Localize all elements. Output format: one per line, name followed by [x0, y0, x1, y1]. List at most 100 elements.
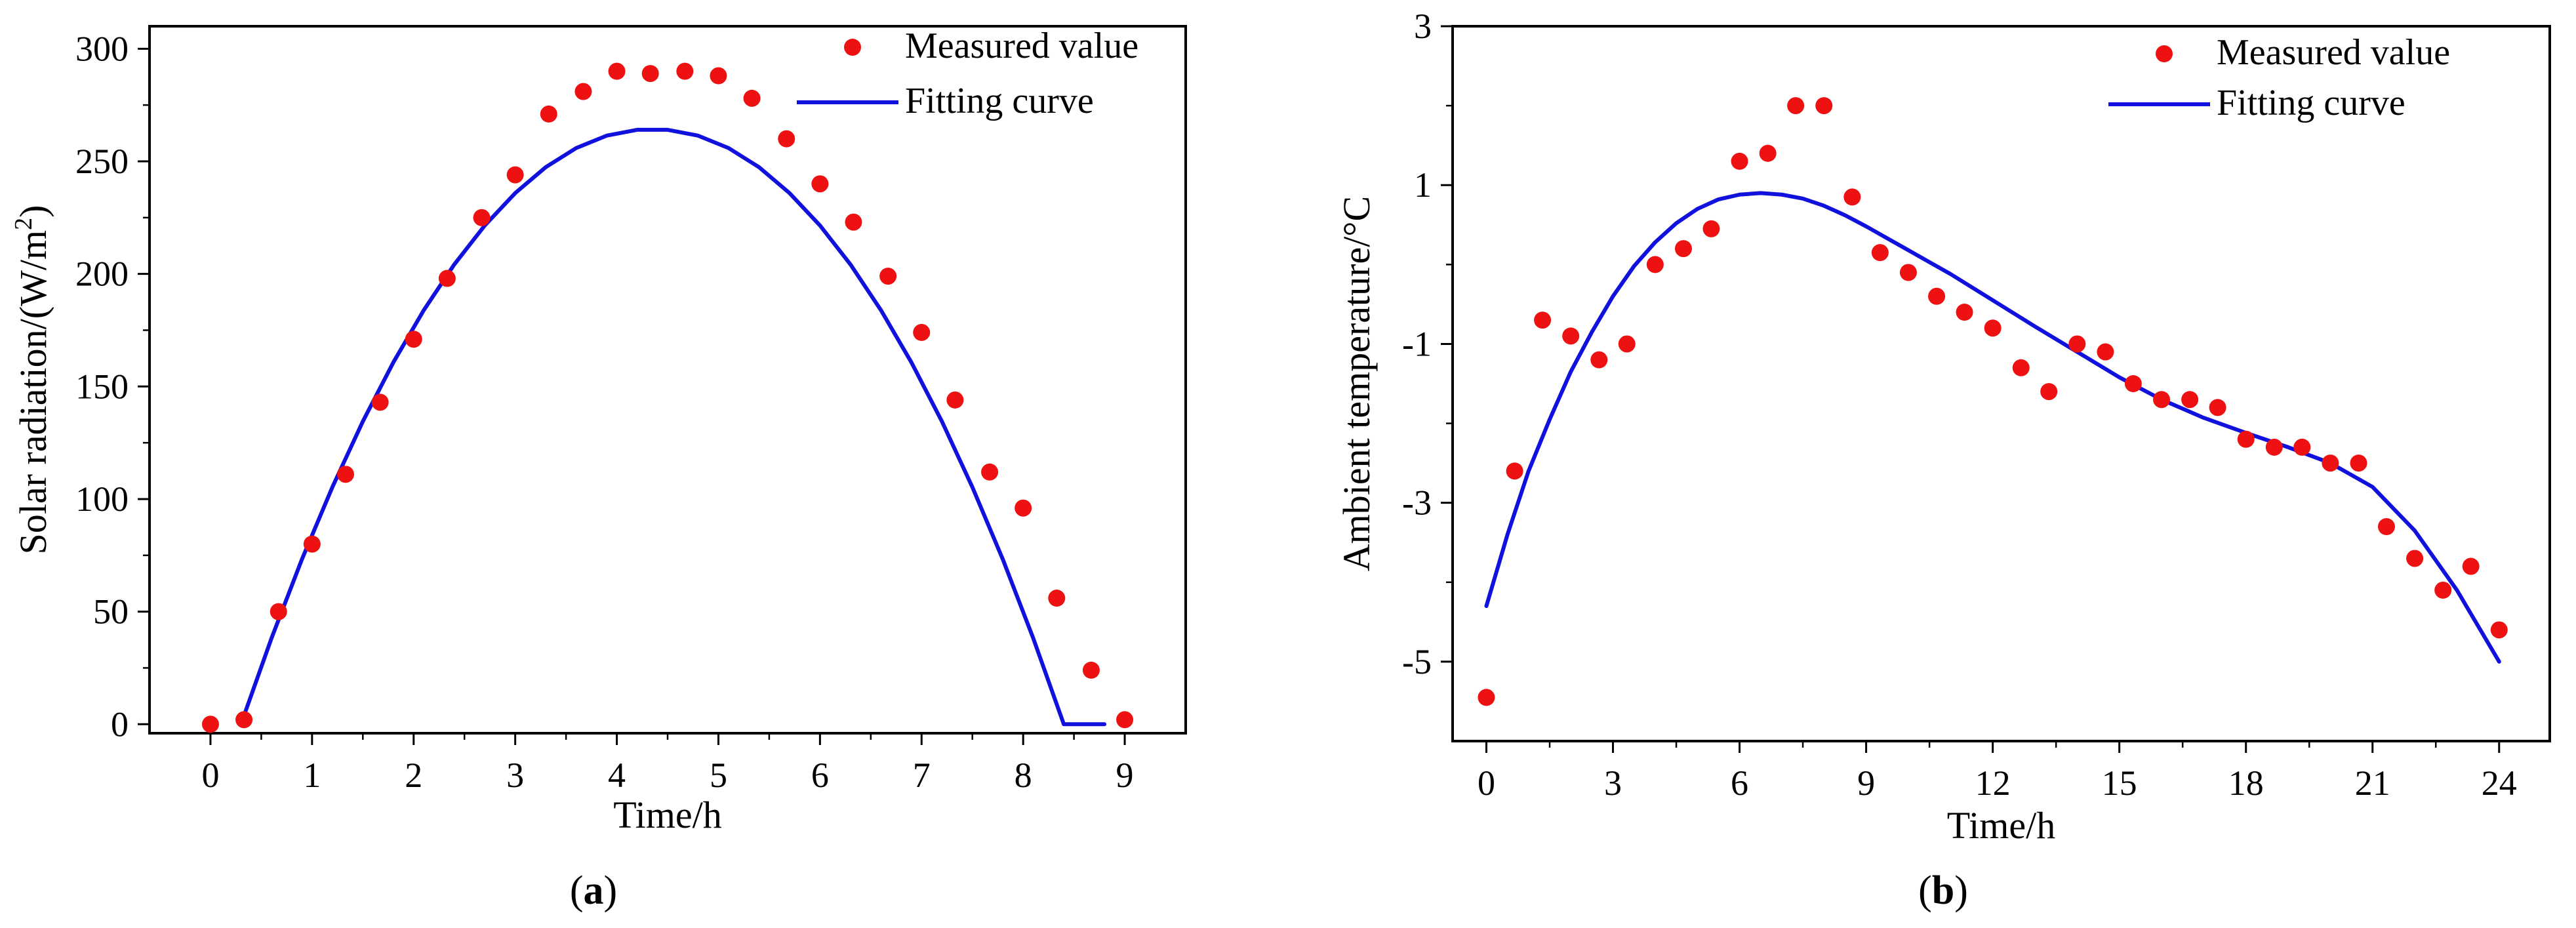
measured-point — [2406, 550, 2424, 567]
measured-point — [1815, 97, 1833, 115]
measured-point — [2322, 454, 2339, 472]
measured-point — [1646, 256, 1664, 273]
measured-point — [270, 603, 287, 620]
x-tick-label: 9 — [1857, 763, 1875, 803]
x-tick-label: 12 — [1975, 763, 2011, 803]
measured-point — [710, 67, 727, 85]
measured-point — [1674, 240, 1692, 258]
x-tick-label: 24 — [2482, 763, 2517, 803]
x-tick-label: 7 — [913, 756, 931, 795]
measured-point — [2265, 438, 2283, 456]
measured-point — [1478, 689, 1495, 706]
fitting-curve-line — [1484, 191, 2501, 664]
measured-point — [608, 62, 626, 80]
measured-point — [811, 175, 829, 193]
y-tick-label: -5 — [1402, 642, 1432, 681]
y-tick-label: 0 — [111, 704, 129, 744]
measured-point — [2209, 399, 2226, 416]
measured-point — [540, 105, 557, 123]
measured-point — [2012, 359, 2030, 376]
panel-label-close: ) — [604, 868, 618, 913]
measured-point — [1984, 319, 2002, 337]
x-axis-label: Time/h — [613, 794, 721, 836]
y-tick-label: -1 — [1402, 324, 1432, 363]
panel-label: (a) — [570, 868, 617, 913]
panel-label-letter: a — [584, 868, 604, 913]
measured-point — [2181, 391, 2199, 409]
measured-point — [1871, 244, 1889, 262]
measured-point — [201, 716, 219, 733]
x-tick-label: 18 — [2228, 763, 2264, 803]
panel-label-letter: b — [1932, 868, 1954, 913]
y-axis-label: Solar radiation/(W/m2) — [10, 205, 54, 555]
measured-point — [1899, 264, 1917, 281]
measured-point — [1759, 144, 1777, 162]
measured-point — [743, 89, 761, 107]
measured-point — [1731, 152, 1748, 170]
x-tick-label: 21 — [2355, 763, 2390, 803]
x-tick-label: 9 — [1116, 756, 1134, 795]
legend: Measured value Fitting curve — [797, 26, 1138, 121]
y-tick-label: 150 — [75, 367, 129, 406]
measured-point — [2293, 438, 2311, 456]
panel-label-open: ( — [570, 868, 584, 913]
measured-point — [1618, 335, 1636, 353]
y-tick-label: -3 — [1402, 483, 1432, 523]
measured-point — [1048, 590, 1066, 607]
measured-point — [371, 393, 389, 411]
measured-point — [1787, 97, 1805, 115]
y-axis-label-main: Ambient temperature/°C — [1335, 196, 1378, 571]
measured-point — [2462, 557, 2480, 575]
measured-point — [1562, 327, 1580, 345]
measured-point — [438, 270, 456, 287]
measured-point — [235, 711, 253, 729]
legend-measured-label: Measured value — [905, 26, 1138, 66]
y-tick-label: 300 — [75, 29, 129, 68]
chart-panel-a: 0 1 2 3 4 5 6 7 8 9 0 50 100 150 200 250 300 Time/h Solar … — [10, 25, 1187, 913]
measured-point — [2490, 621, 2508, 639]
y-tick-label: 3 — [1414, 7, 1432, 46]
y-axis-label-end: ) — [12, 205, 54, 218]
x-tick-label: 8 — [1015, 756, 1032, 795]
x-tick-label: 4 — [608, 756, 626, 795]
measured-point — [303, 535, 321, 553]
measured-point — [641, 65, 659, 83]
measured-point — [336, 466, 354, 483]
measured-point — [1956, 304, 1973, 321]
legend: Measured value Fitting curve — [2108, 32, 2450, 123]
measured-point — [778, 130, 795, 148]
measured-point — [1534, 312, 1552, 329]
measured-point — [946, 391, 964, 409]
x-tick-label: 0 — [1478, 763, 1495, 803]
measured-point — [879, 268, 897, 285]
measured-point — [845, 213, 862, 231]
measured-point — [2237, 430, 2255, 448]
measured-point — [1702, 220, 1720, 237]
legend-fit-label: Fitting curve — [2217, 83, 2405, 123]
plot-frame — [1451, 25, 2551, 742]
x-tick-label: 5 — [710, 756, 727, 795]
measured-point — [2377, 518, 2395, 535]
panel-label-open: ( — [1918, 868, 1932, 913]
measured-point — [2434, 581, 2452, 599]
y-tick-label: 250 — [75, 142, 129, 181]
x-tick-label: 3 — [1604, 763, 1622, 803]
measured-point — [2153, 391, 2171, 409]
chart-panel-b: 0 3 6 9 12 15 18 21 24 -5 -3 -1 1 3 Time/h Ambient temp… — [1335, 7, 2551, 913]
y-tick-label: 100 — [75, 479, 129, 519]
measured-point — [506, 166, 524, 184]
x-tick-label: 3 — [506, 756, 524, 795]
measured-point — [2040, 383, 2058, 401]
measured-point — [574, 83, 592, 100]
legend-measured-marker — [844, 39, 861, 56]
panel-label: (b) — [1918, 868, 1968, 913]
measured-point — [1506, 462, 1523, 480]
x-tick-label: 6 — [1731, 763, 1748, 803]
y-tick-label: 50 — [93, 592, 129, 632]
y-tick-label: 200 — [75, 254, 129, 294]
y-axis-label: Ambient temperature/°C — [1335, 196, 1378, 571]
measured-point — [1082, 661, 1100, 679]
measured-point — [473, 209, 491, 226]
measured-point — [2068, 335, 2086, 353]
